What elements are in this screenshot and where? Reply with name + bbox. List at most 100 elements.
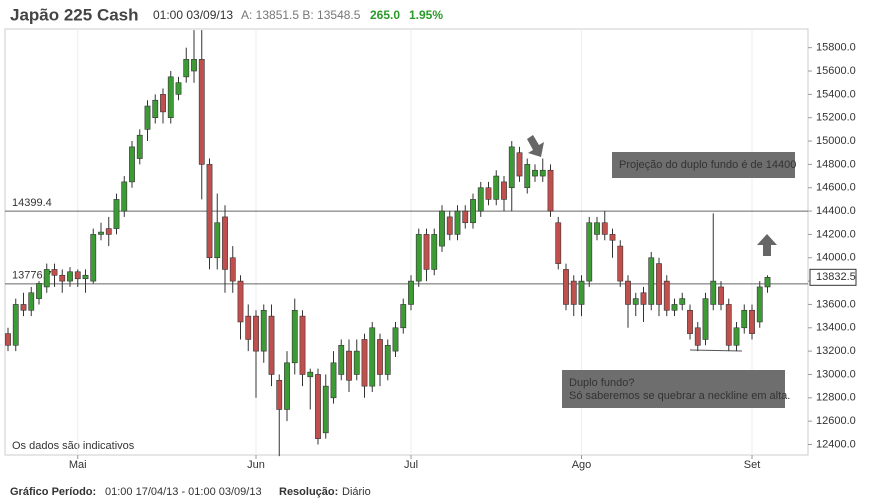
candle-body	[43, 269, 50, 288]
candle-body	[586, 222, 593, 282]
candle-body	[307, 371, 314, 378]
candle-body	[5, 333, 11, 346]
y-tick-label: 14600.0	[816, 182, 856, 194]
candle-body	[361, 339, 368, 387]
y-tick-label: 14400.0	[816, 205, 856, 217]
candle-body	[322, 385, 329, 434]
candle-body	[74, 271, 81, 280]
candle-body	[229, 257, 236, 282]
candle-body	[237, 280, 244, 323]
candle-body	[470, 199, 476, 224]
candle-body	[485, 187, 492, 200]
candle-body	[260, 309, 267, 352]
candle-body	[563, 269, 569, 305]
y-tick-label: 13600.0	[816, 298, 856, 310]
candle-body	[516, 152, 523, 177]
candle-body	[671, 304, 678, 311]
y-tick-label: 13400.0	[816, 322, 856, 334]
candle-body	[369, 327, 376, 387]
candle-body	[508, 146, 515, 189]
y-tick-label: 13000.0	[816, 368, 856, 380]
y-tick-label: 12800.0	[816, 392, 856, 404]
candle-body	[222, 216, 228, 270]
level-label: 13776.7	[12, 270, 52, 282]
candle-body	[431, 234, 438, 270]
y-tick-label: 14000.0	[816, 252, 856, 264]
candle-body	[144, 105, 151, 130]
candle-body	[346, 350, 352, 381]
y-tick-label: 15600.0	[816, 65, 856, 77]
bid-ask: A: 13851.5 B: 13548.5	[241, 8, 361, 22]
x-tick-label: Set	[744, 459, 761, 471]
candle-body	[477, 187, 484, 212]
arrow-down	[527, 135, 544, 157]
candle-body	[152, 99, 159, 119]
candle-body	[710, 280, 717, 305]
candle-body	[648, 257, 655, 305]
last-price-label: 13832.5	[816, 271, 856, 283]
y-tick-label: 14200.0	[816, 228, 856, 240]
y-tick-label: 12400.0	[816, 438, 856, 450]
candle-body	[617, 245, 624, 282]
annotation-text: Projeção do duplo fundo é de 14400	[619, 159, 796, 171]
footer-resolution: Diário	[342, 486, 371, 498]
candle-body	[253, 315, 259, 352]
neckline	[689, 349, 743, 352]
candle-body	[741, 309, 748, 329]
candle-body	[493, 175, 500, 200]
candle-body	[446, 216, 453, 235]
candle-body	[191, 59, 197, 72]
candle-body	[725, 304, 732, 346]
candle-body	[338, 344, 345, 375]
candle-body	[20, 304, 27, 311]
candle-body	[51, 269, 58, 276]
candle-body	[524, 164, 531, 189]
candle-body	[702, 298, 709, 340]
candle-body	[415, 234, 422, 282]
candle-body	[245, 315, 252, 340]
candle-body	[656, 263, 662, 305]
y-tick-label: 13200.0	[816, 345, 856, 357]
annotation-text: Duplo fundo?	[569, 377, 634, 389]
candle-body	[733, 327, 740, 346]
y-tick-label: 15400.0	[816, 88, 856, 100]
candle-body	[214, 222, 221, 259]
footer-period: 01:00 17/04/13 - 01:00 03/09/13	[105, 486, 262, 498]
x-tick-label: Jun	[247, 459, 265, 471]
candle-body	[121, 181, 128, 212]
annotation-text: Só saberemos se quebrar a neckline em al…	[569, 390, 790, 402]
candle-body	[756, 286, 763, 323]
candle-body	[439, 210, 445, 247]
candle-body	[129, 146, 135, 183]
candle-body	[663, 280, 670, 311]
candle-body	[501, 181, 507, 200]
candle-body	[160, 94, 166, 113]
candle-body	[28, 292, 35, 311]
candle-body	[423, 234, 430, 270]
candle-body	[167, 76, 174, 119]
candle-body	[276, 380, 283, 410]
candle-body	[206, 164, 213, 259]
candle-body	[555, 222, 562, 264]
candle-body	[632, 298, 639, 305]
arrow-up	[757, 234, 777, 256]
candle-body	[718, 286, 724, 305]
candle-body	[12, 304, 19, 346]
footer-period-label: Gráfico Período:	[10, 486, 96, 498]
candle-body	[454, 210, 461, 235]
candle-body	[105, 228, 112, 235]
candle-body	[601, 222, 608, 235]
candle-body	[578, 280, 585, 305]
y-tick-label: 15800.0	[816, 42, 856, 54]
candle-body	[198, 59, 205, 165]
candle-body	[640, 292, 647, 305]
candle-body	[547, 169, 554, 212]
candle-body	[175, 82, 182, 95]
candle-body	[462, 210, 469, 224]
plot-frame	[4, 28, 809, 456]
candle-body	[59, 274, 66, 282]
change-pct: 1.95%	[409, 8, 443, 22]
candle-body	[609, 234, 616, 241]
last-price-box	[809, 268, 857, 286]
annotation-box	[612, 152, 795, 178]
